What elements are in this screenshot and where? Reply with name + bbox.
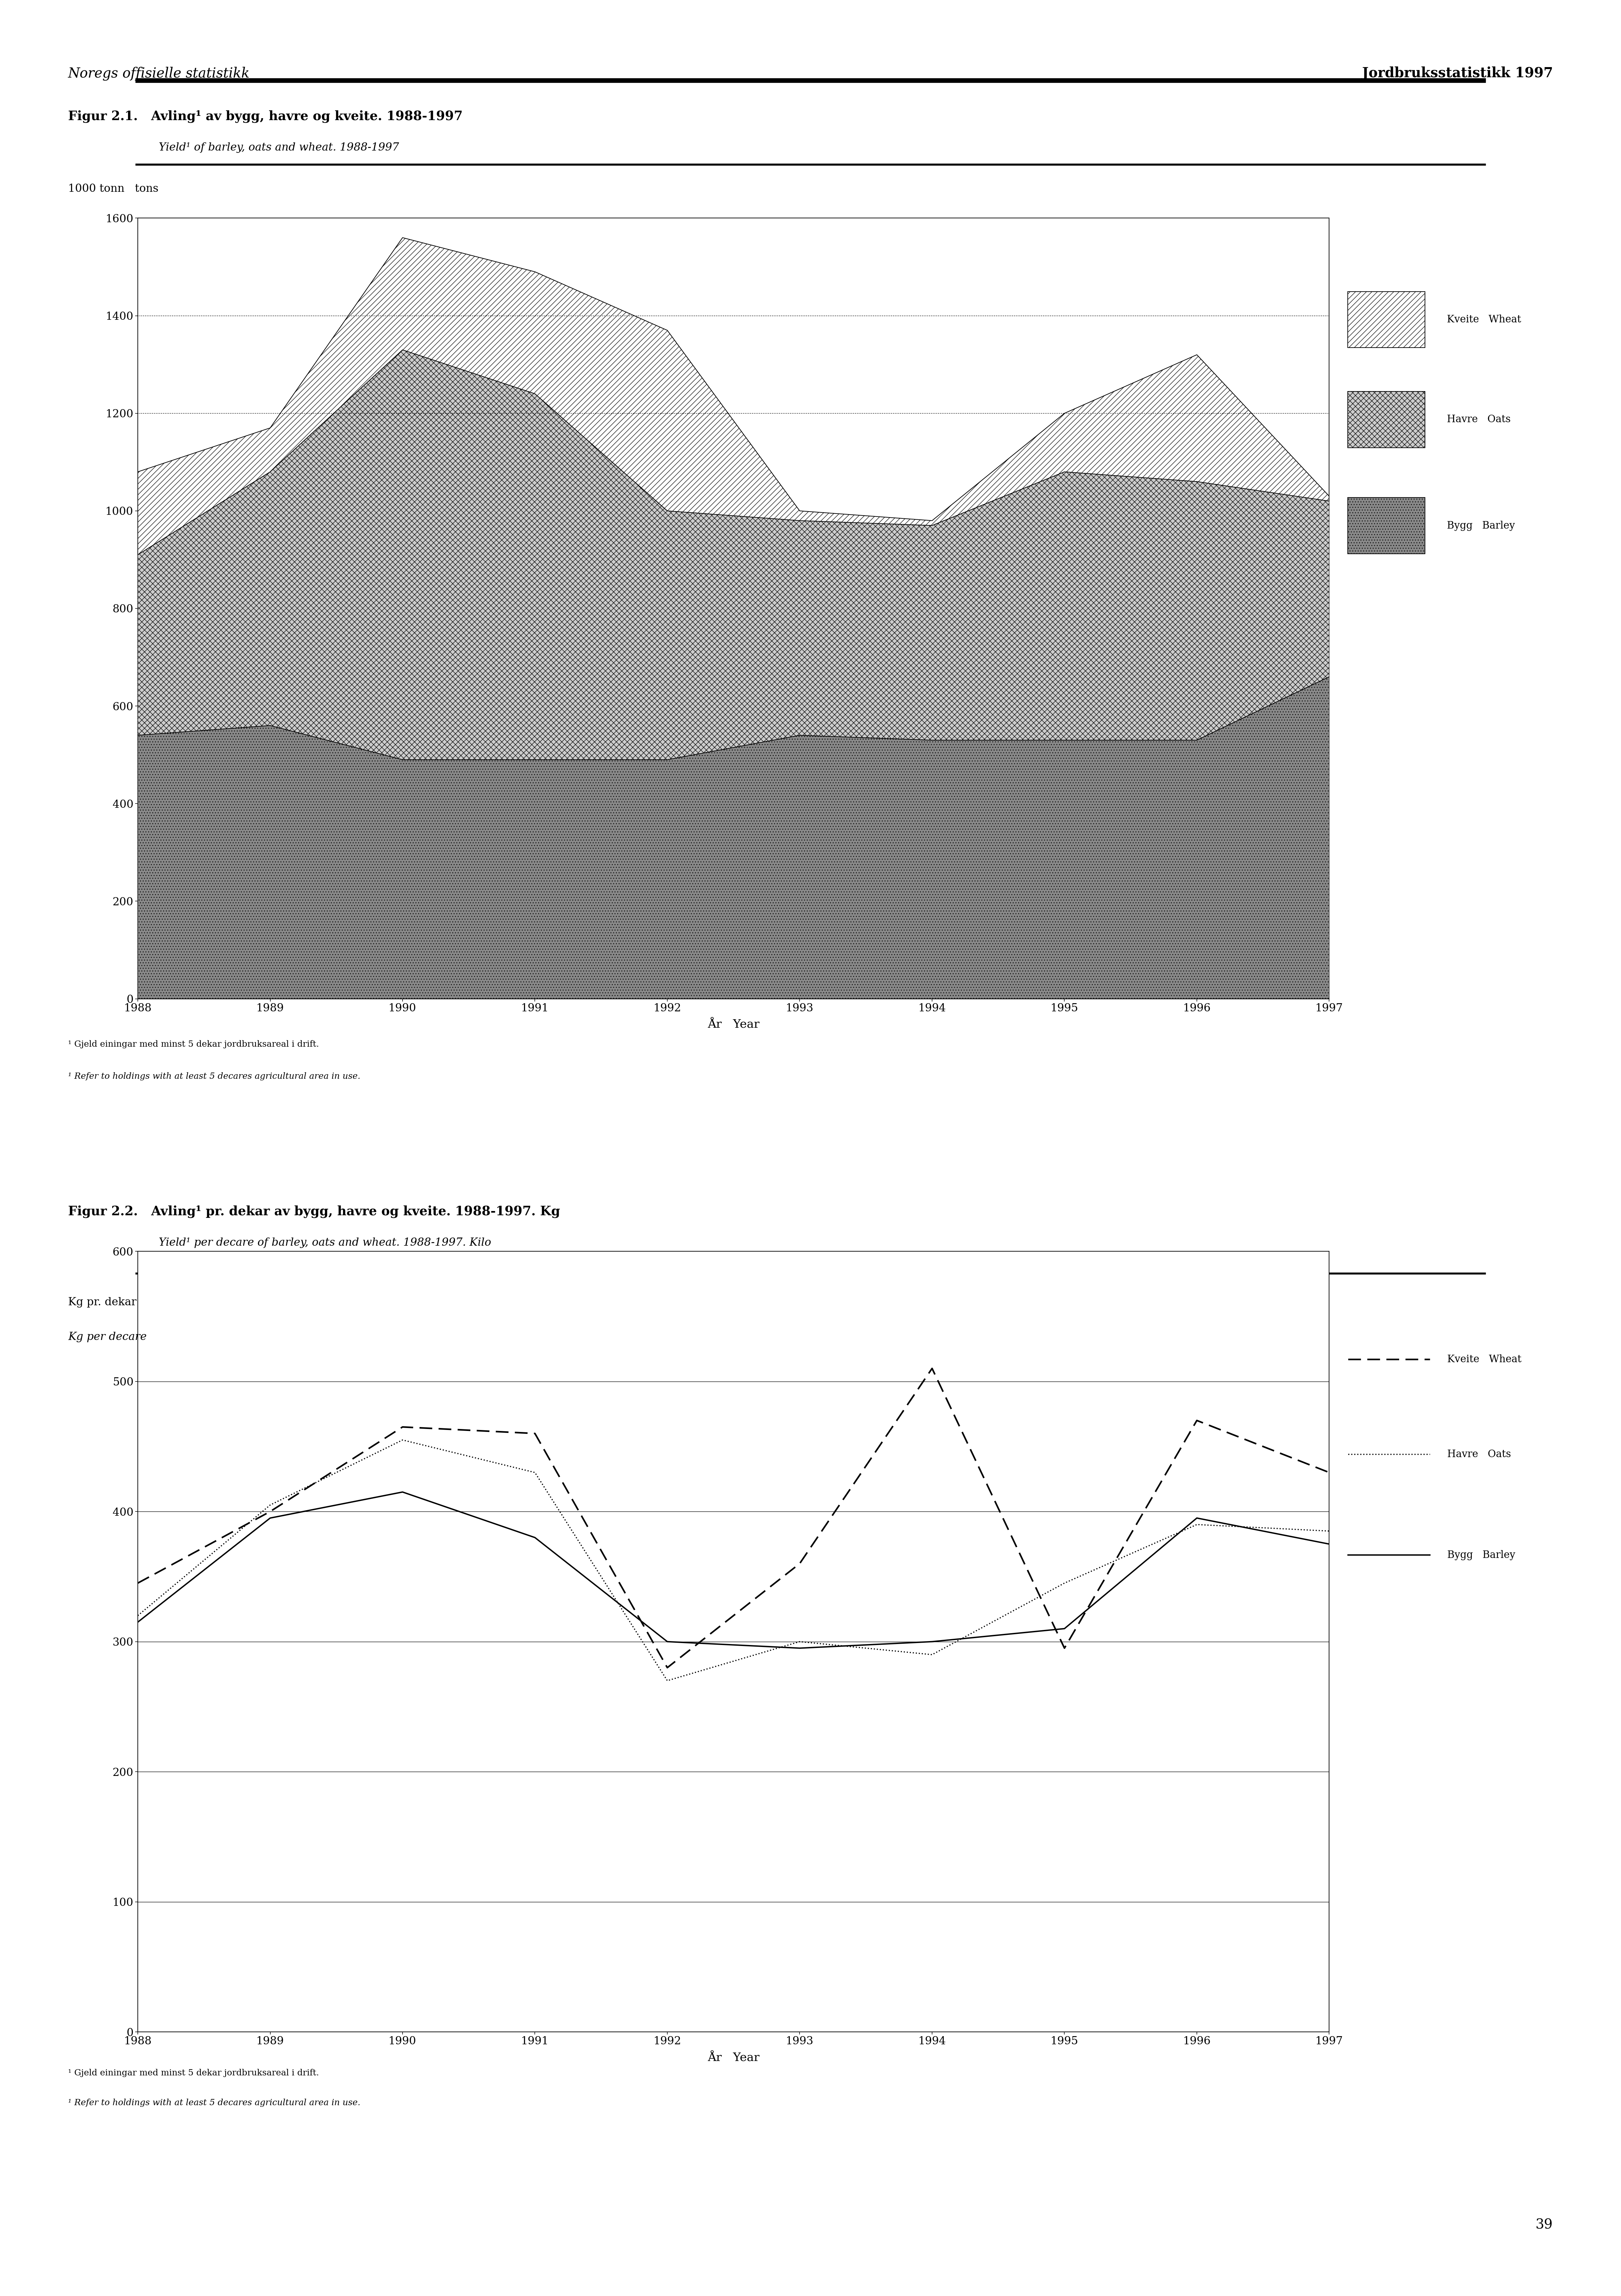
FancyBboxPatch shape [1347,390,1425,448]
Text: Figur 2.1.   Avling¹ av bygg, havre og kveite. 1988-1997: Figur 2.1. Avling¹ av bygg, havre og kve… [68,110,462,122]
FancyBboxPatch shape [1347,498,1425,553]
Text: ¹ Refer to holdings with at least 5 decares agricultural area in use.: ¹ Refer to holdings with at least 5 deca… [68,1072,360,1081]
X-axis label: År   Year: År Year [707,2053,760,2064]
FancyBboxPatch shape [1347,292,1425,347]
Text: Kveite   Wheat: Kveite Wheat [1448,1355,1522,1364]
Text: ¹ Gjeld einingar med minst 5 dekar jordbruksareal i drift.: ¹ Gjeld einingar med minst 5 dekar jordb… [68,1040,319,1049]
Text: Jordbruksstatistikk 1997: Jordbruksstatistikk 1997 [1362,67,1553,80]
Text: Yield¹ of barley, oats and wheat. 1988-1997: Yield¹ of barley, oats and wheat. 1988-1… [159,142,399,154]
Text: Havre   Oats: Havre Oats [1448,1449,1511,1460]
Text: 39: 39 [1535,2218,1553,2232]
Text: ¹ Refer to holdings with at least 5 decares agricultural area in use.: ¹ Refer to holdings with at least 5 deca… [68,2099,360,2108]
Text: Kg pr. dekar: Kg pr. dekar [68,1297,136,1309]
Text: Havre   Oats: Havre Oats [1448,416,1511,425]
X-axis label: År   Year: År Year [707,1019,760,1031]
Text: 1000 tonn   tons: 1000 tonn tons [68,184,159,195]
Text: ¹ Gjeld einingar med minst 5 dekar jordbruksareal i drift.: ¹ Gjeld einingar med minst 5 dekar jordb… [68,2069,319,2078]
Text: Figur 2.2.   Avling¹ pr. dekar av bygg, havre og kveite. 1988-1997. Kg: Figur 2.2. Avling¹ pr. dekar av bygg, ha… [68,1205,561,1217]
Text: Yield¹ per decare of barley, oats and wheat. 1988-1997. Kilo: Yield¹ per decare of barley, oats and wh… [159,1238,491,1249]
Text: Kveite   Wheat: Kveite Wheat [1448,315,1520,324]
Text: Kg per decare: Kg per decare [68,1332,146,1343]
Text: Noregs offisielle statistikk: Noregs offisielle statistikk [68,67,250,80]
Text: Bygg   Barley: Bygg Barley [1448,1550,1516,1561]
Text: Bygg   Barley: Bygg Barley [1448,521,1516,530]
